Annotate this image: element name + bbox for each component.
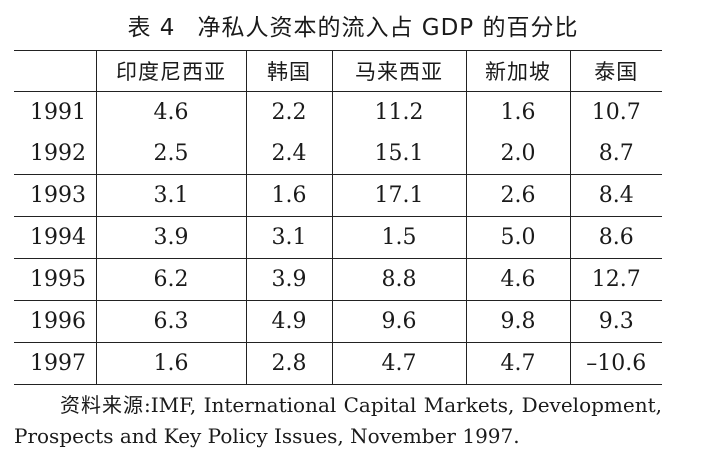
table-row: 1996 6.3 4.9 9.6 9.8 9.3: [14, 300, 662, 343]
value-cell: –10.6: [569, 342, 662, 385]
year-cell: 1996: [30, 309, 86, 334]
table-row: 1994 3.9 3.1 1.5 5.0 8.6: [14, 216, 662, 259]
value-cell: 9.3: [569, 300, 662, 343]
table-title: 表 4 净私人资本的流入占 GDP 的百分比: [0, 8, 706, 42]
value-cell: 8.7: [569, 133, 662, 175]
value-cell: 8.6: [569, 216, 662, 259]
year-cell: 1991: [30, 100, 86, 125]
table-row: 1997 1.6 2.8 4.7 4.7 –10.6: [14, 342, 662, 385]
column-header-indonesia: 印度尼西亚: [95, 50, 246, 92]
value-cell: 10.7: [569, 91, 662, 133]
column-header-singapore: 新加坡: [465, 50, 570, 92]
year-cell: 1997: [30, 351, 86, 376]
column-header-malaysia: 马来西亚: [331, 50, 466, 92]
value-cell: 2.6: [465, 174, 570, 217]
value-cell: 2.5: [95, 133, 246, 175]
value-cell: 1.6: [245, 174, 332, 217]
year-cell: 1993: [30, 183, 86, 208]
value-cell: 1.5: [331, 216, 466, 259]
table-number: 表 4: [127, 15, 176, 41]
value-cell: 9.8: [465, 300, 570, 343]
value-cell: 2.0: [465, 133, 570, 175]
table-row: 1992 2.5 2.4 15.1 2.0 8.7: [14, 133, 662, 175]
table-row: 1995 6.2 3.9 8.8 4.6 12.7: [14, 258, 662, 301]
value-cell: 1.6: [465, 91, 570, 133]
value-cell: 4.6: [465, 258, 570, 301]
column-header-thailand: 泰国: [569, 50, 662, 92]
year-cell: 1994: [30, 225, 86, 250]
column-header-korea: 韩国: [245, 50, 332, 92]
value-cell: 4.9: [245, 300, 332, 343]
value-cell: 8.8: [331, 258, 466, 301]
year-cell: 1995: [30, 267, 86, 292]
source-line-1: 资料来源:IMF, International Capital Markets,…: [60, 393, 662, 417]
value-cell: 12.7: [569, 258, 662, 301]
table-row: 1993 3.1 1.6 17.1 2.6 8.4: [14, 174, 662, 217]
value-cell: 4.7: [465, 342, 570, 385]
value-cell: 3.1: [245, 216, 332, 259]
value-cell: 4.7: [331, 342, 466, 385]
value-cell: 3.9: [245, 258, 332, 301]
value-cell: 2.2: [245, 91, 332, 133]
value-cell: 3.9: [95, 216, 246, 259]
value-cell: 17.1: [331, 174, 466, 217]
year-cell: 1992: [30, 141, 86, 166]
value-cell: 4.6: [95, 91, 246, 133]
value-cell: 15.1: [331, 133, 466, 175]
value-cell: 2.8: [245, 342, 332, 385]
value-cell: 3.1: [95, 174, 246, 217]
value-cell: 9.6: [331, 300, 466, 343]
table-row: 1991 4.6 2.2 11.2 1.6 10.7: [14, 91, 662, 133]
capital-inflow-table: 印度尼西亚 韩国 马来西亚 新加坡 泰国 1991 4.6 2.2 11.2 1…: [14, 50, 662, 385]
source-note: 资料来源:IMF, International Capital Markets,…: [14, 390, 662, 452]
value-cell: 2.4: [245, 133, 332, 175]
value-cell: 5.0: [465, 216, 570, 259]
column-header-year: [14, 51, 96, 92]
value-cell: 6.3: [95, 300, 246, 343]
value-cell: 6.2: [95, 258, 246, 301]
source-line-2: Prospects and Key Policy Issues, Novembe…: [14, 424, 520, 448]
value-cell: 1.6: [95, 342, 246, 385]
value-cell: 8.4: [569, 174, 662, 217]
header-row: 印度尼西亚 韩国 马来西亚 新加坡 泰国: [14, 50, 662, 92]
value-cell: 11.2: [331, 91, 466, 133]
table-caption: 净私人资本的流入占 GDP 的百分比: [197, 15, 579, 41]
